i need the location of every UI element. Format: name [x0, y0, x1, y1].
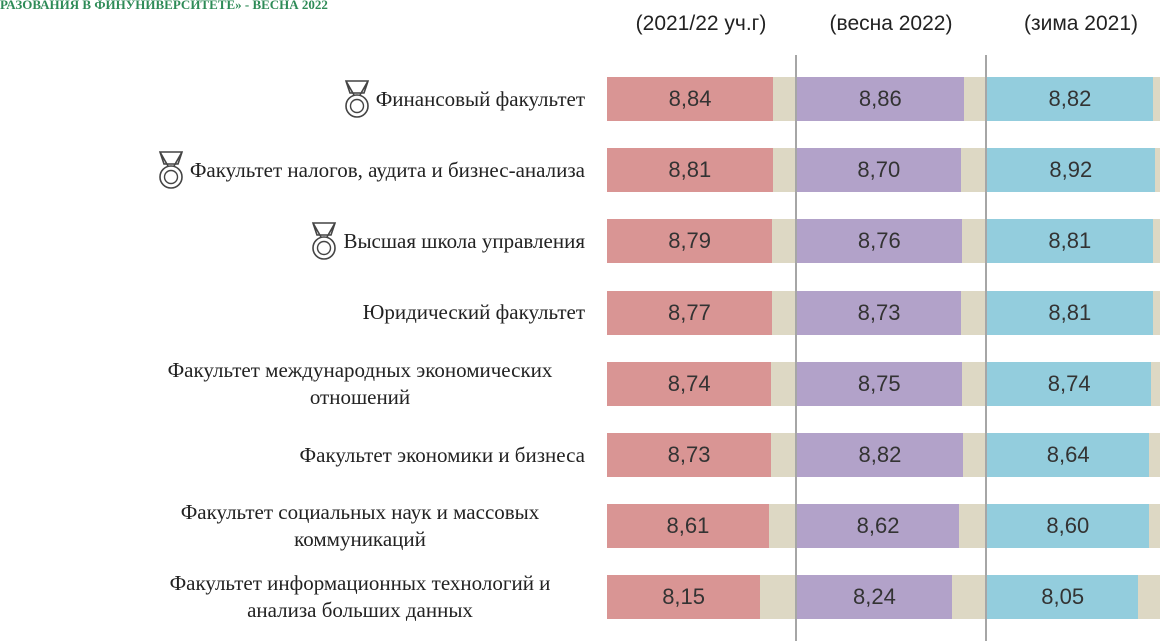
- bar: [797, 504, 960, 549]
- bar-track: 8,84: [607, 77, 795, 121]
- bar: [797, 148, 961, 193]
- bar: [797, 77, 964, 121]
- bar-track: 8,92: [987, 148, 1160, 193]
- series-header: (зима 2021): [1023, 12, 1138, 35]
- bar: [607, 148, 773, 193]
- category-row: Факультет международных экономических от…: [135, 354, 585, 414]
- category-row: Факультет налогов, аудита и бизнес-анали…: [154, 140, 585, 200]
- bar-track: 8,81: [607, 148, 795, 193]
- chart-title: РАЗОВАНИЯ В ФИНУНИВЕРСИТЕТЕ» - ВЕСНА 202…: [0, 0, 328, 12]
- category-label: Факультет налогов, аудита и бизнес-анали…: [189, 157, 585, 182]
- bar: [797, 433, 963, 477]
- value-label: 8,76: [857, 228, 901, 254]
- bar: [607, 575, 761, 620]
- medal-icon: [158, 151, 183, 189]
- bar-track: 8,79: [607, 219, 795, 264]
- bar: [607, 219, 773, 264]
- category-label: Факультет экономики и бизнеса: [299, 442, 585, 467]
- bar: [607, 433, 772, 477]
- bar-track: 8,86: [797, 77, 985, 121]
- bar-track: 8,73: [797, 290, 985, 335]
- bar-track: 8,05: [987, 575, 1160, 620]
- series-header: (весна 2022): [829, 12, 953, 35]
- value-label: 8,15: [662, 584, 706, 610]
- bar: [987, 77, 1153, 121]
- bar-track: 8,76: [797, 219, 985, 264]
- bar-track: 8,81: [987, 290, 1160, 335]
- value-label: 8,82: [858, 442, 902, 467]
- category-label: Факультет социальных наук и массовых ком…: [180, 500, 540, 552]
- bar: [797, 361, 962, 406]
- bar-track: 8,24: [797, 575, 985, 620]
- category-row: Факультет социальных наук и массовых ком…: [135, 496, 585, 556]
- category-label: Факультет международных экономических от…: [167, 357, 553, 409]
- bar-track: 8,61: [607, 504, 795, 549]
- bar-track: 8,81: [987, 219, 1160, 264]
- value-label: 8,61: [666, 513, 710, 539]
- bar-track: 8,74: [607, 361, 795, 406]
- value-label: 8,64: [1046, 442, 1090, 467]
- category-label: Юридический факультет: [362, 300, 585, 325]
- bar: [607, 504, 769, 549]
- value-label: 8,73: [857, 299, 901, 325]
- category-label: Факультет информационных технологий и ан…: [169, 571, 551, 623]
- bar: [987, 148, 1155, 193]
- value-label: 8,74: [1047, 370, 1091, 396]
- category-label: Финансовый факультет: [375, 86, 585, 111]
- bar-track: 8,15: [607, 575, 795, 620]
- series-header: (2021/22 уч.г): [635, 12, 767, 35]
- bar-track: 8,70: [797, 148, 985, 193]
- panel-divider: [985, 55, 987, 641]
- bar-track: 8,77: [607, 290, 795, 335]
- bar: [797, 219, 962, 264]
- category-row: Факультет информационных технологий и ан…: [135, 567, 585, 627]
- medal-icon: [312, 222, 337, 261]
- bar: [607, 77, 774, 121]
- bar-track: 8,73: [607, 433, 795, 477]
- medal-icon: [344, 80, 369, 118]
- value-label: 8,24: [853, 584, 896, 610]
- category-row: Юридический факультет: [363, 283, 585, 343]
- bar-track: 8,82: [987, 77, 1160, 121]
- value-label: 8,73: [667, 442, 711, 467]
- bar: [987, 219, 1153, 264]
- value-label: 8,60: [1046, 513, 1090, 539]
- bar: [607, 290, 772, 335]
- bar: [987, 575, 1139, 620]
- value-label: 8,81: [668, 157, 712, 183]
- value-label: 8,74: [667, 370, 711, 396]
- category-row: Высшая школа управления: [307, 211, 585, 271]
- value-label: 8,82: [1048, 86, 1092, 111]
- category-row: Факультет экономики и бизнеса: [300, 425, 585, 485]
- panel-divider: [795, 55, 797, 641]
- value-label: 8,77: [668, 299, 711, 325]
- value-label: 8,62: [856, 513, 900, 539]
- bar-track: 8,75: [797, 361, 985, 406]
- category-row: Финансовый факультет: [340, 69, 585, 129]
- value-label: 8,81: [1048, 228, 1092, 254]
- bar-track: 8,74: [987, 361, 1160, 406]
- bar: [607, 361, 772, 406]
- value-label: 8,70: [857, 157, 901, 183]
- category-label: Высшая школа управления: [343, 228, 585, 253]
- bar: [987, 361, 1152, 406]
- bar: [797, 575, 952, 620]
- bar: [987, 290, 1153, 335]
- bar-track: 8,82: [797, 433, 985, 477]
- bar: [797, 290, 962, 335]
- bar-track: 8,60: [987, 504, 1160, 549]
- value-label: 8,86: [858, 86, 902, 111]
- value-label: 8,92: [1049, 157, 1093, 183]
- value-label: 8,05: [1041, 584, 1085, 610]
- bar-track: 8,62: [797, 504, 985, 549]
- value-label: 8,79: [668, 228, 712, 254]
- value-label: 8,81: [1048, 299, 1092, 325]
- bar: [987, 433, 1150, 477]
- value-label: 8,75: [857, 370, 901, 396]
- bar: [987, 504, 1149, 549]
- value-label: 8,84: [668, 86, 712, 111]
- bar-track: 8,64: [987, 433, 1160, 477]
